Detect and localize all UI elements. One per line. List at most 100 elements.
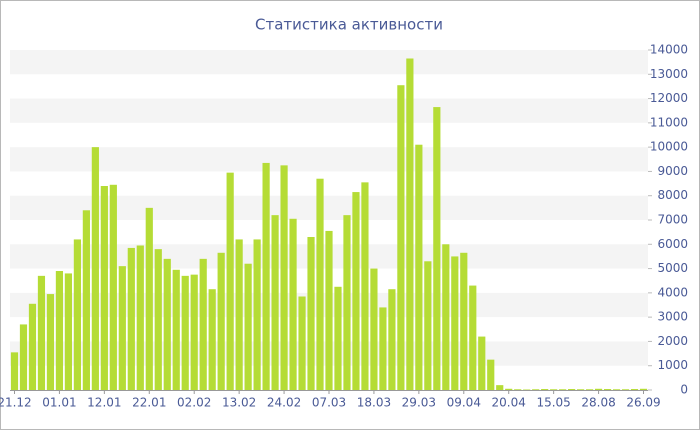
bar	[550, 389, 558, 390]
bar	[469, 285, 477, 390]
y-tick-label: 3000	[657, 310, 688, 324]
x-tick-label: 20.04	[492, 396, 526, 410]
grid-band	[10, 50, 648, 75]
bar	[487, 359, 495, 390]
bar	[594, 388, 603, 390]
bar	[145, 207, 153, 390]
bar	[334, 286, 342, 390]
bar	[577, 389, 585, 390]
y-tick-label: 6000	[657, 237, 688, 251]
bar	[136, 245, 144, 390]
bar	[163, 258, 171, 390]
chart-title: Статистика активности	[255, 16, 443, 34]
bar	[10, 352, 19, 390]
x-tick-label: 22.01	[132, 396, 166, 410]
y-tick-label: 14000	[650, 43, 688, 57]
bar	[235, 239, 243, 390]
bar	[226, 172, 234, 390]
bar	[406, 58, 414, 390]
bar	[460, 252, 468, 390]
bar	[262, 162, 270, 390]
bar	[118, 266, 126, 390]
bar	[253, 239, 261, 390]
bar	[316, 178, 324, 390]
bar	[208, 289, 216, 390]
bar	[352, 192, 360, 390]
bar	[64, 273, 73, 390]
bar	[181, 275, 189, 390]
bar	[127, 247, 135, 390]
bar	[289, 218, 297, 390]
x-tick-label: 09.04	[447, 396, 481, 410]
bar	[37, 275, 46, 390]
bar	[630, 389, 639, 390]
x-tick-label: 24.02	[267, 396, 301, 410]
bar	[91, 147, 99, 390]
bar	[514, 389, 522, 390]
bar	[280, 165, 288, 390]
bar	[28, 303, 37, 390]
bar	[325, 230, 333, 390]
bar	[199, 258, 207, 390]
bar	[298, 296, 306, 390]
y-tick-label: 11000	[650, 115, 688, 129]
bar	[109, 184, 117, 390]
y-tick-label: 7000	[657, 213, 688, 227]
y-tick-label: 4000	[657, 285, 688, 299]
bar	[361, 182, 369, 390]
y-tick-label: 10000	[650, 140, 688, 154]
bar	[478, 336, 486, 390]
y-tick-label: 8000	[657, 188, 688, 202]
y-tick-label: 12000	[650, 91, 688, 105]
bar	[621, 389, 630, 390]
y-tick-label: 1000	[657, 358, 688, 372]
bar	[433, 107, 441, 391]
x-tick-label: 18.03	[357, 396, 391, 410]
bar	[639, 388, 648, 390]
bar	[397, 85, 405, 390]
bar	[424, 261, 432, 390]
bar	[451, 256, 459, 390]
bar	[559, 389, 567, 390]
bar	[46, 294, 55, 390]
bar	[172, 269, 180, 390]
bar	[154, 249, 162, 390]
y-tick-label: 5000	[657, 261, 688, 275]
bar	[505, 388, 513, 390]
bar	[73, 239, 81, 390]
y-tick-label: 9000	[657, 164, 688, 178]
y-tick-label: 2000	[657, 334, 688, 348]
bar	[244, 263, 252, 390]
y-tick-label: 13000	[650, 67, 688, 81]
bar	[343, 215, 351, 390]
grid-band	[10, 147, 648, 172]
bar	[55, 271, 64, 390]
x-tick-label: 12.01	[87, 396, 121, 410]
y-tick-label: 0	[680, 383, 688, 397]
bar	[568, 389, 576, 390]
x-tick-label: 07.03	[312, 396, 346, 410]
bar	[379, 307, 387, 390]
x-tick-label: 13.02	[222, 396, 256, 410]
bar	[19, 324, 28, 390]
x-tick-label: 21.12	[0, 396, 32, 410]
x-tick-label: 29.03	[402, 396, 436, 410]
grid-band	[10, 98, 648, 123]
bar	[442, 244, 450, 390]
bar	[388, 289, 396, 390]
bar	[415, 144, 423, 390]
bar	[612, 389, 621, 390]
x-tick-label: 15.05	[536, 396, 570, 410]
bar	[585, 389, 594, 390]
bar	[307, 237, 315, 390]
bar	[217, 252, 225, 390]
bar	[496, 385, 504, 390]
bar	[532, 389, 540, 390]
bar	[370, 268, 378, 390]
bar	[603, 389, 612, 390]
bar	[271, 215, 279, 390]
x-tick-label: 02.02	[177, 396, 211, 410]
bar	[541, 389, 549, 390]
x-tick-label: 01.01	[42, 396, 76, 410]
x-tick-label: 26.09	[626, 396, 660, 410]
